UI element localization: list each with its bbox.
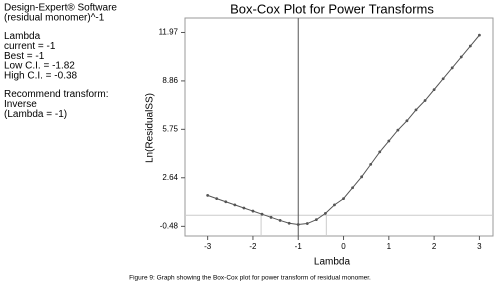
point	[423, 99, 427, 102]
y-tick-label: 8.86	[162, 76, 178, 85]
side-text: current = -1	[4, 41, 56, 52]
side-text: Best = -1	[4, 51, 45, 62]
point	[468, 44, 472, 48]
y-tick-label: 11.97	[159, 28, 179, 37]
point	[296, 223, 300, 226]
point	[396, 128, 400, 132]
point	[287, 221, 291, 225]
point	[478, 33, 481, 37]
point	[305, 222, 309, 225]
point	[441, 77, 445, 81]
side-text: Low C.I. = -1.82	[4, 61, 75, 72]
point	[405, 119, 409, 123]
point	[360, 175, 364, 179]
y-tick-label: 5.75	[162, 124, 178, 133]
point	[242, 206, 246, 210]
point	[314, 218, 318, 222]
y-tick-label: -0.48	[160, 221, 179, 230]
curve	[207, 34, 480, 225]
x-axis-label: Lambda	[314, 257, 351, 268]
point	[233, 203, 237, 207]
chart-title: Box-Cox Plot for Power Transforms	[230, 1, 434, 16]
point	[269, 215, 273, 219]
point	[459, 55, 463, 59]
point	[206, 193, 210, 197]
point	[414, 108, 418, 112]
point	[333, 203, 336, 207]
point	[432, 88, 436, 92]
x-tick-label: 2	[432, 242, 437, 251]
plot-frame	[184, 17, 494, 237]
point	[224, 200, 228, 204]
point	[324, 212, 327, 215]
side-text: Design-Expert® Software	[4, 3, 117, 14]
point	[351, 186, 354, 190]
point	[215, 197, 219, 201]
point	[251, 209, 255, 213]
y-axis-label: Ln(ResidualSS)	[145, 93, 156, 163]
point	[278, 219, 282, 222]
point	[342, 197, 345, 201]
side-text: High C.I. = -0.38	[4, 70, 78, 81]
x-tick-label: -1	[295, 242, 303, 251]
point	[369, 162, 373, 166]
side-text: Recommend transform:	[4, 89, 108, 100]
point	[260, 212, 264, 216]
side-text: (Lambda = -1)	[4, 109, 67, 120]
caption: Figure 9: Graph showing the Box-Cox plot…	[129, 275, 371, 282]
point	[378, 150, 382, 154]
x-tick-label: -3	[204, 242, 212, 251]
x-tick-label: -2	[249, 242, 257, 251]
x-tick-label: 1	[387, 242, 392, 251]
x-tick-label: 3	[477, 242, 482, 251]
x-tick-label: 0	[341, 242, 346, 251]
y-tick-label: 2.64	[162, 173, 178, 182]
side-text: Inverse	[4, 99, 37, 110]
point	[450, 66, 454, 70]
point	[387, 139, 391, 143]
side-text: Lambda	[4, 31, 41, 42]
side-text: (residual monomer)^-1	[4, 12, 105, 23]
